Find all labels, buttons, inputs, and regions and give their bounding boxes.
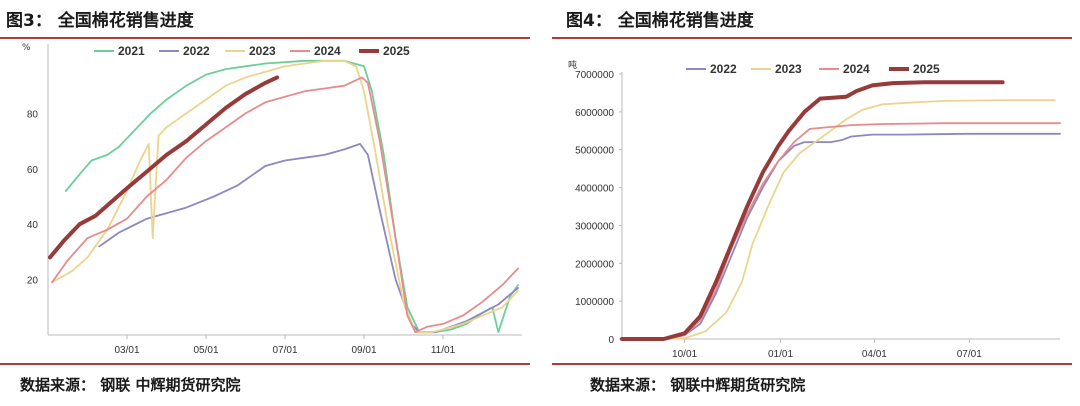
right-y-tick-label: 4000000	[575, 184, 614, 195]
left-x-tick-label: 09/01	[351, 345, 376, 356]
left-x-tick-label: 03/01	[114, 345, 139, 356]
left-legend-label-2025: 2025	[383, 44, 410, 58]
right-x-tick-label: 04/01	[862, 349, 887, 360]
right-series-line-2022	[621, 132, 1061, 340]
left-x-tick-label: 05/01	[193, 345, 218, 356]
left-x-tick-label: 07/01	[272, 345, 297, 356]
left-series-line-2025	[48, 75, 280, 260]
right-legend-label-2022: 2022	[710, 62, 737, 76]
left-legend-label-2022: 2022	[183, 44, 210, 58]
left-y-tick-label: 20	[27, 276, 39, 287]
left-series-line-2023	[51, 59, 519, 334]
left-series-line-2024	[51, 76, 519, 334]
left-footer-rule	[0, 363, 530, 365]
left-series-line-2021	[64, 59, 519, 334]
right-y-tick-label: 1000000	[575, 297, 614, 308]
right-legend-label-2025: 2025	[913, 62, 940, 76]
right-legend-label-2024: 2024	[843, 62, 870, 76]
left-title-rule	[0, 37, 530, 39]
left-y-tick-label: 60	[27, 165, 39, 176]
right-y-tick-label: 0	[608, 335, 614, 346]
left-legend-label-2024: 2024	[314, 44, 341, 58]
right-x-tick-label: 07/01	[957, 349, 982, 360]
left-y-tick-label: 40	[27, 220, 39, 231]
left-legend-label-2021: 2021	[118, 44, 145, 58]
right-y-tick-label: 5000000	[575, 146, 614, 157]
left-source-note: 数据来源： 钢联 中辉期货研究院	[20, 376, 241, 394]
left-y-unit: %	[22, 43, 31, 53]
right-x-tick-label: 01/01	[768, 349, 793, 360]
right-y-tick-label: 6000000	[575, 108, 614, 119]
right-x-tick-label: 10/01	[672, 349, 697, 360]
right-series-line-2024	[621, 122, 1061, 340]
right-series-line-2025	[620, 80, 1005, 341]
right-y-tick-label: 3000000	[575, 221, 614, 232]
right-figure-title: 图4： 全国棉花销售进度	[566, 11, 754, 31]
right-source-note: 数据来源： 钢联中辉期货研究院	[590, 376, 806, 394]
right-legend-label-2023: 2023	[775, 62, 802, 76]
right-y-unit: 吨	[568, 59, 577, 71]
left-y-tick-label: 80	[27, 109, 39, 120]
right-y-tick-label: 7000000	[575, 70, 614, 81]
right-series-line-2023	[621, 99, 1056, 340]
right-y-tick-label: 2000000	[575, 259, 614, 270]
left-legend-label-2023: 2023	[249, 44, 276, 58]
left-series-line-2022	[98, 143, 519, 334]
right-footer-rule	[552, 363, 1072, 365]
left-figure-title: 图3： 全国棉花销售进度	[6, 11, 194, 31]
right-title-rule	[552, 37, 1072, 39]
left-x-tick-label: 11/01	[431, 345, 456, 356]
